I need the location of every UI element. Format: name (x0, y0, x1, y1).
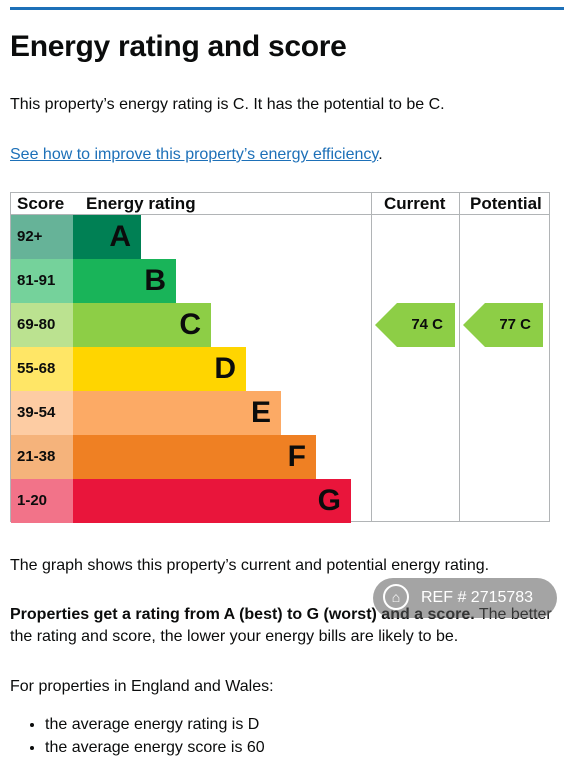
current-header: Current (384, 194, 446, 213)
potential-header: Potential (470, 194, 542, 213)
intro-text: This property’s energy rating is C. It h… (10, 96, 445, 113)
home-icon: ⌂ (383, 584, 409, 610)
link-suffix: . (378, 146, 383, 163)
average-list: the average energy rating is D the avera… (10, 713, 265, 759)
band-score: 21-38 (11, 435, 73, 479)
current-column-divider (371, 193, 372, 521)
top-border (10, 7, 564, 10)
band-bar-e: E (73, 391, 281, 435)
band-score: 69-80 (11, 303, 73, 347)
ref-number: REF # 2715783 (421, 589, 534, 606)
potential-rating-arrow: 77 C (463, 303, 543, 347)
band-score: 1-20 (11, 479, 73, 523)
current-rating-arrow: 74 C (375, 303, 455, 347)
energy-rating-table: Score Energy rating Current Potential 92… (10, 192, 550, 523)
score-header: Score (17, 194, 65, 213)
band-bar-d: D (73, 347, 246, 391)
band-bar-f: F (73, 435, 316, 479)
band-bar-b: B (73, 259, 176, 303)
band-score: 92+ (11, 215, 73, 259)
band-bar-c: C (73, 303, 211, 347)
improve-efficiency-link[interactable]: See how to improve this property’s energ… (10, 146, 379, 163)
header-divider (11, 214, 549, 215)
potential-column-divider (459, 193, 460, 521)
rating-header: Energy rating (86, 194, 196, 213)
england-wales-text: For properties in England and Wales: (10, 678, 274, 695)
list-item: the average energy rating is D (45, 713, 265, 736)
page-title: Energy rating and score (10, 30, 347, 63)
band-bar-g: G (73, 479, 351, 523)
rating-info-bold: Properties get a rating from A (best) to… (10, 606, 475, 623)
band-score: 39-54 (11, 391, 73, 435)
list-item: the average energy score is 60 (45, 736, 265, 759)
band-score: 55-68 (11, 347, 73, 391)
band-score: 81-91 (11, 259, 73, 303)
ref-watermark: ⌂ REF # 2715783 (373, 578, 557, 618)
improve-link-paragraph: See how to improve this property’s energ… (10, 146, 383, 164)
band-bar-a: A (73, 215, 141, 259)
graph-note: The graph shows this property’s current … (10, 557, 490, 574)
